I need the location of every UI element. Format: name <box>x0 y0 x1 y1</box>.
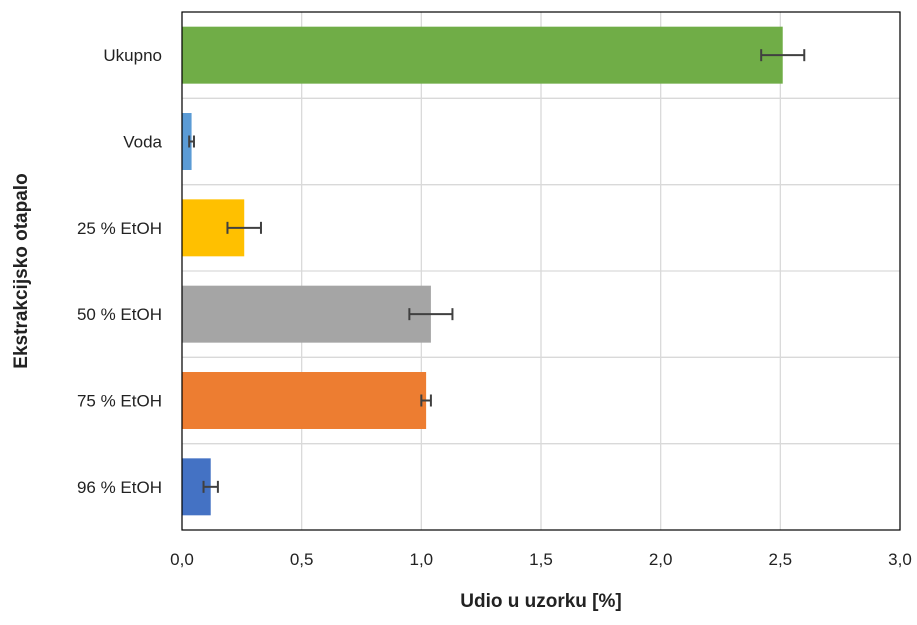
x-axis-title: Udio u uzorku [%] <box>460 591 621 612</box>
labels: 0,0 0,5 1,0 1,5 2,0 2,5 3,0 Ukupno Voda 25 % EtOH… <box>77 46 912 569</box>
category-label: 75 % EtOH <box>77 392 162 411</box>
gridlines <box>181 12 901 530</box>
plot-frame <box>181 11 901 531</box>
category-label: 50 % EtOH <box>77 305 162 324</box>
bar <box>182 372 427 429</box>
bars <box>182 26 783 516</box>
y-axis-title: Ekstrakcijsko otapalo <box>11 173 32 368</box>
x-tick-label: 0,0 <box>170 550 194 569</box>
x-tick-label: 1,0 <box>410 550 434 569</box>
x-tick-label: 3,0 <box>888 550 912 569</box>
x-tick-label: 1,5 <box>529 550 553 569</box>
bar <box>182 285 431 343</box>
x-tick-label: 2,0 <box>649 550 673 569</box>
error-bars <box>188 49 806 493</box>
x-tick-label: 2,5 <box>769 550 793 569</box>
bar <box>182 113 192 170</box>
bar <box>182 26 783 84</box>
x-tick-label: 0,5 <box>290 550 314 569</box>
category-label: 25 % EtOH <box>77 219 162 238</box>
category-label: Ukupno <box>103 46 162 65</box>
category-label: 96 % EtOH <box>77 478 162 497</box>
category-label: Voda <box>123 133 162 152</box>
